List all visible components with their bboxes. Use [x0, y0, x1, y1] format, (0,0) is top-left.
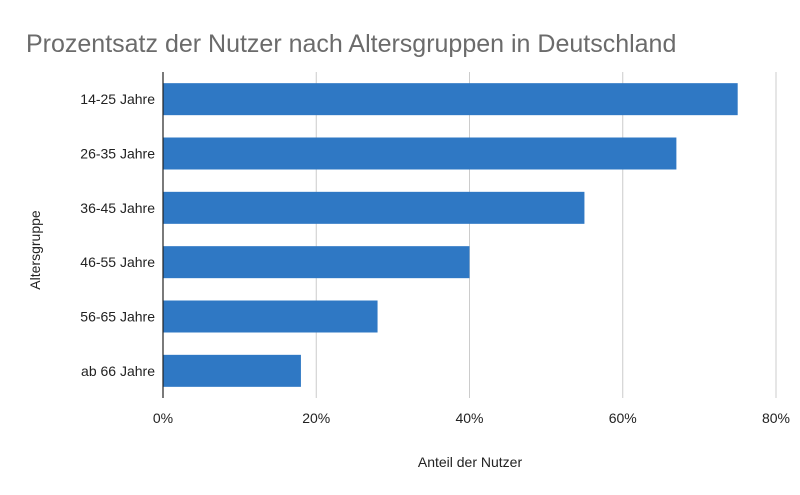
bar [163, 137, 677, 170]
x-tick-label: 80% [762, 410, 790, 426]
x-tick-label: 20% [302, 410, 330, 426]
x-axis-title: Anteil der Nutzer [418, 454, 523, 470]
bar [163, 354, 301, 387]
bar [163, 246, 470, 279]
chart-title: Prozentsatz der Nutzer nach Altersgruppe… [26, 30, 676, 58]
bar [163, 300, 378, 333]
y-tick-label: 56-65 Jahre [80, 309, 155, 325]
bar [163, 191, 585, 224]
x-tick-label: 40% [455, 410, 483, 426]
y-tick-label: 14-25 Jahre [80, 91, 155, 107]
bar [163, 83, 738, 116]
y-axis-title: Altersgruppe [27, 210, 43, 290]
x-tick-label: 60% [609, 410, 637, 426]
y-tick-label: ab 66 Jahre [81, 363, 155, 379]
y-tick-label: 26-35 Jahre [80, 146, 155, 162]
x-tick-label: 0% [153, 410, 173, 426]
y-tick-label: 46-55 Jahre [80, 254, 155, 270]
y-tick-label: 36-45 Jahre [80, 200, 155, 216]
